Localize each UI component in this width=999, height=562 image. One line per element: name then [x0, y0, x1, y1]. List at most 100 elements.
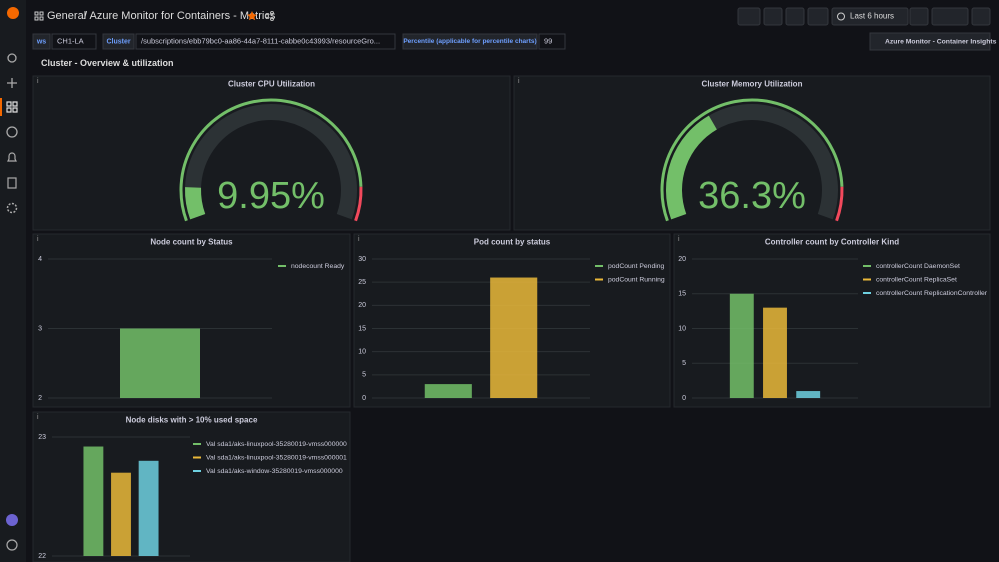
bar [83, 446, 104, 556]
bar [763, 307, 787, 398]
info-button[interactable] [785, 7, 805, 26]
panel-title: Cluster Memory Utilization [702, 80, 803, 89]
legend-label: controllerCount ReplicationController [876, 290, 988, 297]
gauge-value-label: 9.95% [217, 175, 325, 217]
panel-info-icon: i [37, 78, 39, 85]
dashboards-icon[interactable] [6, 101, 18, 113]
variable-value[interactable]: /subscriptions/ebb79bc0-aa86-44a7-8111-c… [141, 36, 380, 45]
variable-label: Cluster [106, 38, 130, 45]
legend-label: Val sda1/aks-linuxpool-35280019-vmss0000… [206, 454, 347, 461]
threshold-arc [354, 186, 363, 222]
dashboard-title[interactable]: / Azure Monitor for Containers - Metrics [84, 10, 276, 22]
bar [729, 293, 754, 398]
panel [32, 75, 511, 231]
variable-label-box [32, 33, 51, 50]
grid-icon [34, 11, 44, 21]
panel-title: Pod count by status [474, 238, 551, 247]
panel-title: Node disks with > 10% used space [126, 416, 258, 425]
variable-select[interactable] [51, 33, 97, 50]
time-picker[interactable] [831, 7, 909, 26]
legend-label: Val sda1/aks-window-35280019-vmss000000 [206, 468, 343, 475]
threshold-arc [660, 98, 844, 222]
y-tick-label: 30 [358, 256, 366, 263]
bar [796, 391, 821, 398]
legend-label: Val sda1/aks-linuxpool-35280019-vmss0000… [206, 441, 347, 448]
gauge-value [185, 187, 206, 220]
variable-label-box [102, 33, 135, 50]
create-icon[interactable] [7, 78, 17, 88]
sidebar [0, 0, 26, 562]
y-tick-label: 2 [38, 395, 42, 402]
logo[interactable] [7, 7, 19, 19]
legend-label: podCount Running [608, 276, 665, 283]
settings-button[interactable] [807, 7, 829, 26]
explore-icon[interactable] [6, 126, 18, 138]
time-range[interactable]: Last 6 hours [850, 12, 894, 21]
tv-mode-button[interactable] [971, 7, 991, 26]
panel-title: Cluster CPU Utilization [228, 80, 315, 89]
y-tick-label: 22 [38, 553, 46, 560]
variable-select[interactable] [135, 33, 396, 50]
y-tick-label: 3 [38, 325, 42, 332]
search-icon[interactable] [7, 53, 17, 63]
clock-icon [837, 12, 845, 21]
y-tick-label: 15 [358, 325, 366, 332]
reports-icon[interactable] [7, 177, 17, 189]
legend-label: controllerCount DaemonSet [876, 263, 960, 270]
y-tick-label: 0 [362, 395, 366, 402]
panel [513, 75, 991, 231]
panel-info-icon: i [37, 414, 39, 421]
y-tick-label: 5 [682, 360, 686, 367]
star-icon[interactable] [247, 11, 257, 21]
link-text[interactable]: Azure Monitor - Container Insights [885, 38, 997, 45]
toolbar [737, 7, 991, 26]
link-button[interactable] [869, 32, 991, 51]
bar [111, 472, 131, 556]
panel [673, 233, 991, 408]
y-tick-label: 0 [682, 395, 686, 402]
y-tick-label: 25 [358, 279, 366, 286]
gauge-track [185, 104, 357, 220]
variable-select[interactable] [538, 33, 566, 50]
y-tick-label: 15 [678, 291, 686, 298]
y-tick-label: 4 [38, 256, 42, 263]
bar [424, 384, 472, 398]
bar [490, 277, 538, 398]
y-tick-label: 5 [362, 372, 366, 379]
bar [138, 460, 159, 556]
y-tick-label: 20 [678, 256, 686, 263]
y-tick-label: 10 [678, 325, 686, 332]
add-panel-button[interactable] [737, 7, 761, 26]
refresh-button[interactable] [931, 7, 969, 26]
help-icon[interactable] [6, 539, 18, 551]
settings-icon[interactable] [6, 202, 18, 214]
alerting-icon[interactable] [7, 152, 17, 162]
variable-value[interactable]: 99 [544, 36, 552, 45]
row-title[interactable]: Cluster - Overview & utilization [41, 58, 174, 68]
share-icon[interactable] [265, 11, 274, 21]
bar [120, 328, 200, 398]
variable-label-box [402, 33, 538, 50]
variable-label: ws [36, 38, 46, 45]
legend-label: podCount Pending [608, 263, 665, 270]
gauge-value-label: 36.3% [698, 175, 806, 217]
panel [32, 411, 351, 562]
y-tick-label: 10 [358, 349, 366, 356]
panel-title: Controller count by Controller Kind [765, 238, 899, 247]
avatar[interactable] [6, 514, 18, 526]
panel-title: Node count by Status [150, 238, 233, 247]
threshold-arc [179, 98, 363, 222]
threshold-arc [835, 186, 844, 222]
legend-label: nodecount Ready [291, 263, 345, 270]
active-indicator [0, 98, 2, 116]
panel-info-icon: i [358, 236, 360, 243]
y-tick-label: 23 [38, 434, 46, 441]
breadcrumb[interactable]: General [47, 10, 86, 22]
panel-info-icon: i [37, 236, 39, 243]
save-button[interactable] [763, 7, 783, 26]
gauge-value [666, 115, 718, 220]
zoom-out-button[interactable] [909, 7, 929, 26]
variable-value[interactable]: CH1-LA [57, 36, 84, 45]
